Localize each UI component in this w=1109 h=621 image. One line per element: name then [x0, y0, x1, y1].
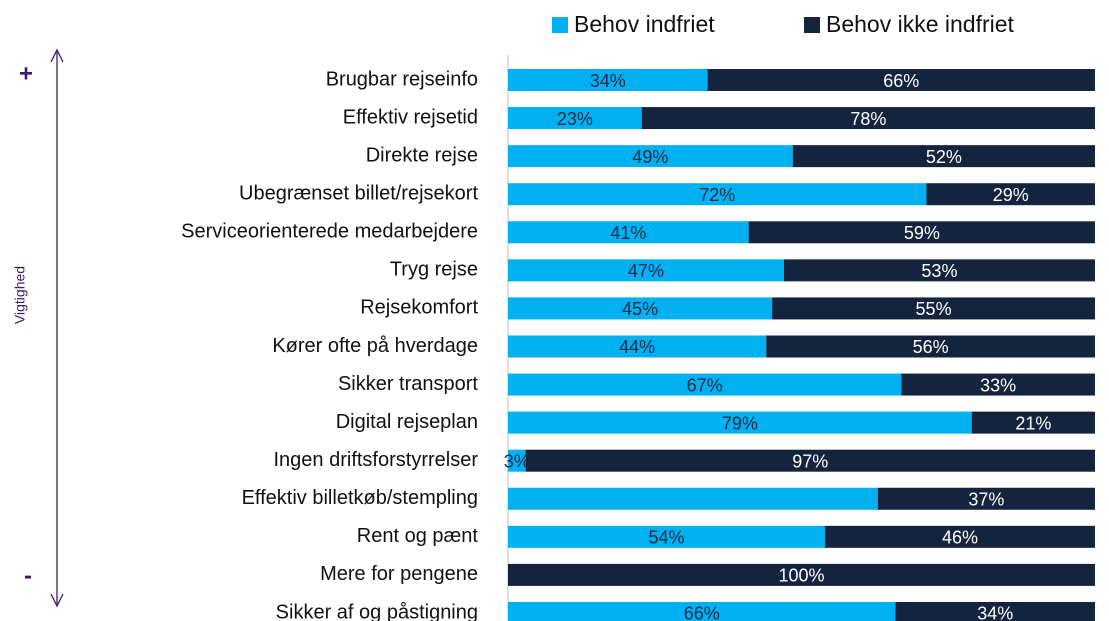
category-label: Rejsekomfort [360, 297, 478, 319]
bar-segment [895, 601, 1095, 621]
bar-segment [508, 411, 972, 434]
category-label: Kører ofte på hverdage [272, 335, 478, 357]
category-label: Serviceorienterede medarbejdere [181, 221, 478, 243]
value-label: 59% [904, 223, 940, 243]
plus-label: + [19, 60, 33, 87]
bar-segment [508, 373, 902, 396]
category-label: Mere for pengene [320, 563, 478, 585]
value-label: 45% [622, 299, 658, 319]
bar-segment [525, 449, 1095, 472]
legend-label: Behov ikke indfriet [826, 11, 1015, 37]
axis-label: Vigtighed [12, 266, 28, 324]
bar-segment [971, 411, 1095, 434]
bar-segment [783, 259, 1095, 282]
bar-segment [792, 145, 1095, 168]
value-label: 3% [504, 451, 530, 471]
bar-segment [508, 297, 773, 320]
value-label: 54% [648, 528, 684, 548]
value-label: 34% [977, 604, 1013, 621]
value-label: 37% [968, 490, 1004, 510]
bar-segment [641, 107, 1095, 130]
bar-segment [707, 69, 1095, 91]
value-label: 49% [632, 147, 668, 167]
value-label: 100% [778, 566, 824, 586]
category-label: Sikker af og påstigning [276, 601, 478, 621]
value-label: 34% [590, 71, 626, 91]
bar-segment [508, 69, 708, 91]
bar-segment [508, 449, 526, 472]
category-label: Ubegrænset billet/rejsekort [239, 182, 478, 204]
value-label: 56% [913, 337, 949, 357]
minus-label: - [24, 562, 32, 589]
bar-segment [508, 259, 784, 282]
value-label: 55% [916, 299, 952, 319]
value-label: 23% [557, 109, 593, 129]
value-label: 72% [699, 185, 735, 205]
category-label: Ingen driftsforstyrrelser [273, 449, 478, 471]
legend-swatch [804, 17, 820, 33]
value-label: 66% [684, 604, 720, 621]
category-label: Rent og pænt [357, 525, 479, 547]
value-label: 67% [687, 375, 723, 395]
bar-segment [877, 487, 1095, 510]
bar-segment [748, 221, 1095, 244]
bar-segment [508, 601, 896, 621]
legend-swatch [552, 17, 568, 33]
bar-segment [766, 335, 1095, 358]
arrow-up [50, 48, 64, 63]
value-label: 21% [1015, 413, 1051, 433]
value-label: 29% [993, 185, 1029, 205]
value-label: 47% [628, 261, 664, 281]
value-label: 52% [926, 147, 962, 167]
value-label: 41% [610, 223, 646, 243]
category-label: Effektiv rejsetid [343, 106, 478, 128]
value-label: 53% [921, 261, 957, 281]
category-label: Digital rejseplan [336, 411, 478, 433]
bar-segment [508, 487, 878, 510]
legend-label: Behov indfriet [574, 11, 715, 37]
bar-segment [508, 183, 927, 206]
category-label: Sikker transport [338, 373, 478, 395]
category-label: Tryg rejse [390, 259, 478, 281]
value-label: 33% [980, 375, 1016, 395]
value-label: 79% [722, 413, 758, 433]
bar-segment [508, 107, 642, 130]
bar-segment [508, 221, 749, 244]
bar-segment [508, 525, 825, 548]
bar-segment [824, 525, 1095, 548]
value-label: 46% [942, 528, 978, 548]
value-label: 44% [619, 337, 655, 357]
bar-segment [508, 563, 1095, 586]
category-label: Brugbar rejseinfo [326, 68, 478, 90]
bar-segment [901, 373, 1095, 396]
bar-segment [508, 335, 767, 358]
bar-segment [772, 297, 1095, 320]
value-label: 66% [883, 71, 919, 91]
value-label: 97% [792, 451, 828, 471]
bar-segment [508, 145, 793, 168]
category-label: Effektiv billetkøb/stempling [242, 487, 478, 509]
value-label: 78% [850, 109, 886, 129]
bar-segment [926, 183, 1095, 206]
category-label: Direkte rejse [366, 144, 478, 166]
arrow-down [50, 593, 64, 608]
